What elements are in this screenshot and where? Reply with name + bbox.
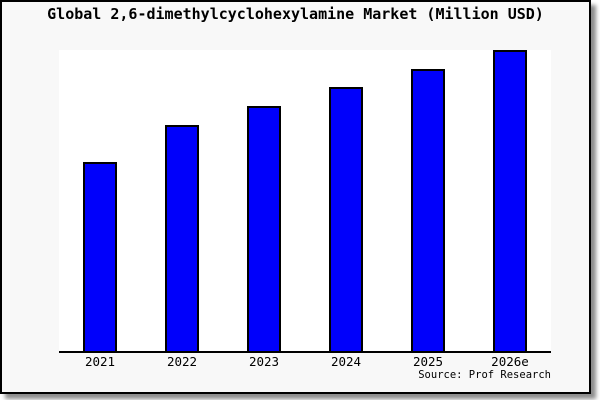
- chart-frame: Global 2,6-dimethylcyclohexylamine Marke…: [0, 0, 591, 394]
- bar-2026e: [493, 50, 527, 351]
- x-axis-labels: 2021 2022 2023 2024 2025 2026e: [59, 355, 551, 369]
- plot-area: [59, 50, 551, 353]
- x-tick-label-2026e: 2026e: [491, 354, 529, 369]
- source-note: Source: Prof Research: [418, 369, 551, 381]
- bar-slot-2023: [223, 50, 305, 351]
- bar-2022: [165, 124, 199, 351]
- chart-title: Global 2,6-dimethylcyclohexylamine Marke…: [47, 5, 544, 23]
- bar-slot-2026e: [469, 50, 551, 351]
- x-tick-label-2024: 2024: [330, 354, 362, 369]
- bar-slot-2024: [305, 50, 387, 351]
- bar-2021: [83, 161, 117, 351]
- x-tick-label-2025: 2025: [412, 354, 444, 369]
- x-tick-label-2022: 2022: [166, 354, 198, 369]
- x-tick-label-2021: 2021: [84, 354, 116, 369]
- x-tick-label-2023: 2023: [248, 354, 280, 369]
- bar-2023: [247, 106, 281, 351]
- bar-slot-2022: [141, 50, 223, 351]
- bar-2024: [329, 87, 363, 351]
- bar-slot-2021: [59, 50, 141, 351]
- bar-2025: [411, 68, 445, 351]
- bar-series: [59, 50, 551, 351]
- bar-slot-2025: [387, 50, 469, 351]
